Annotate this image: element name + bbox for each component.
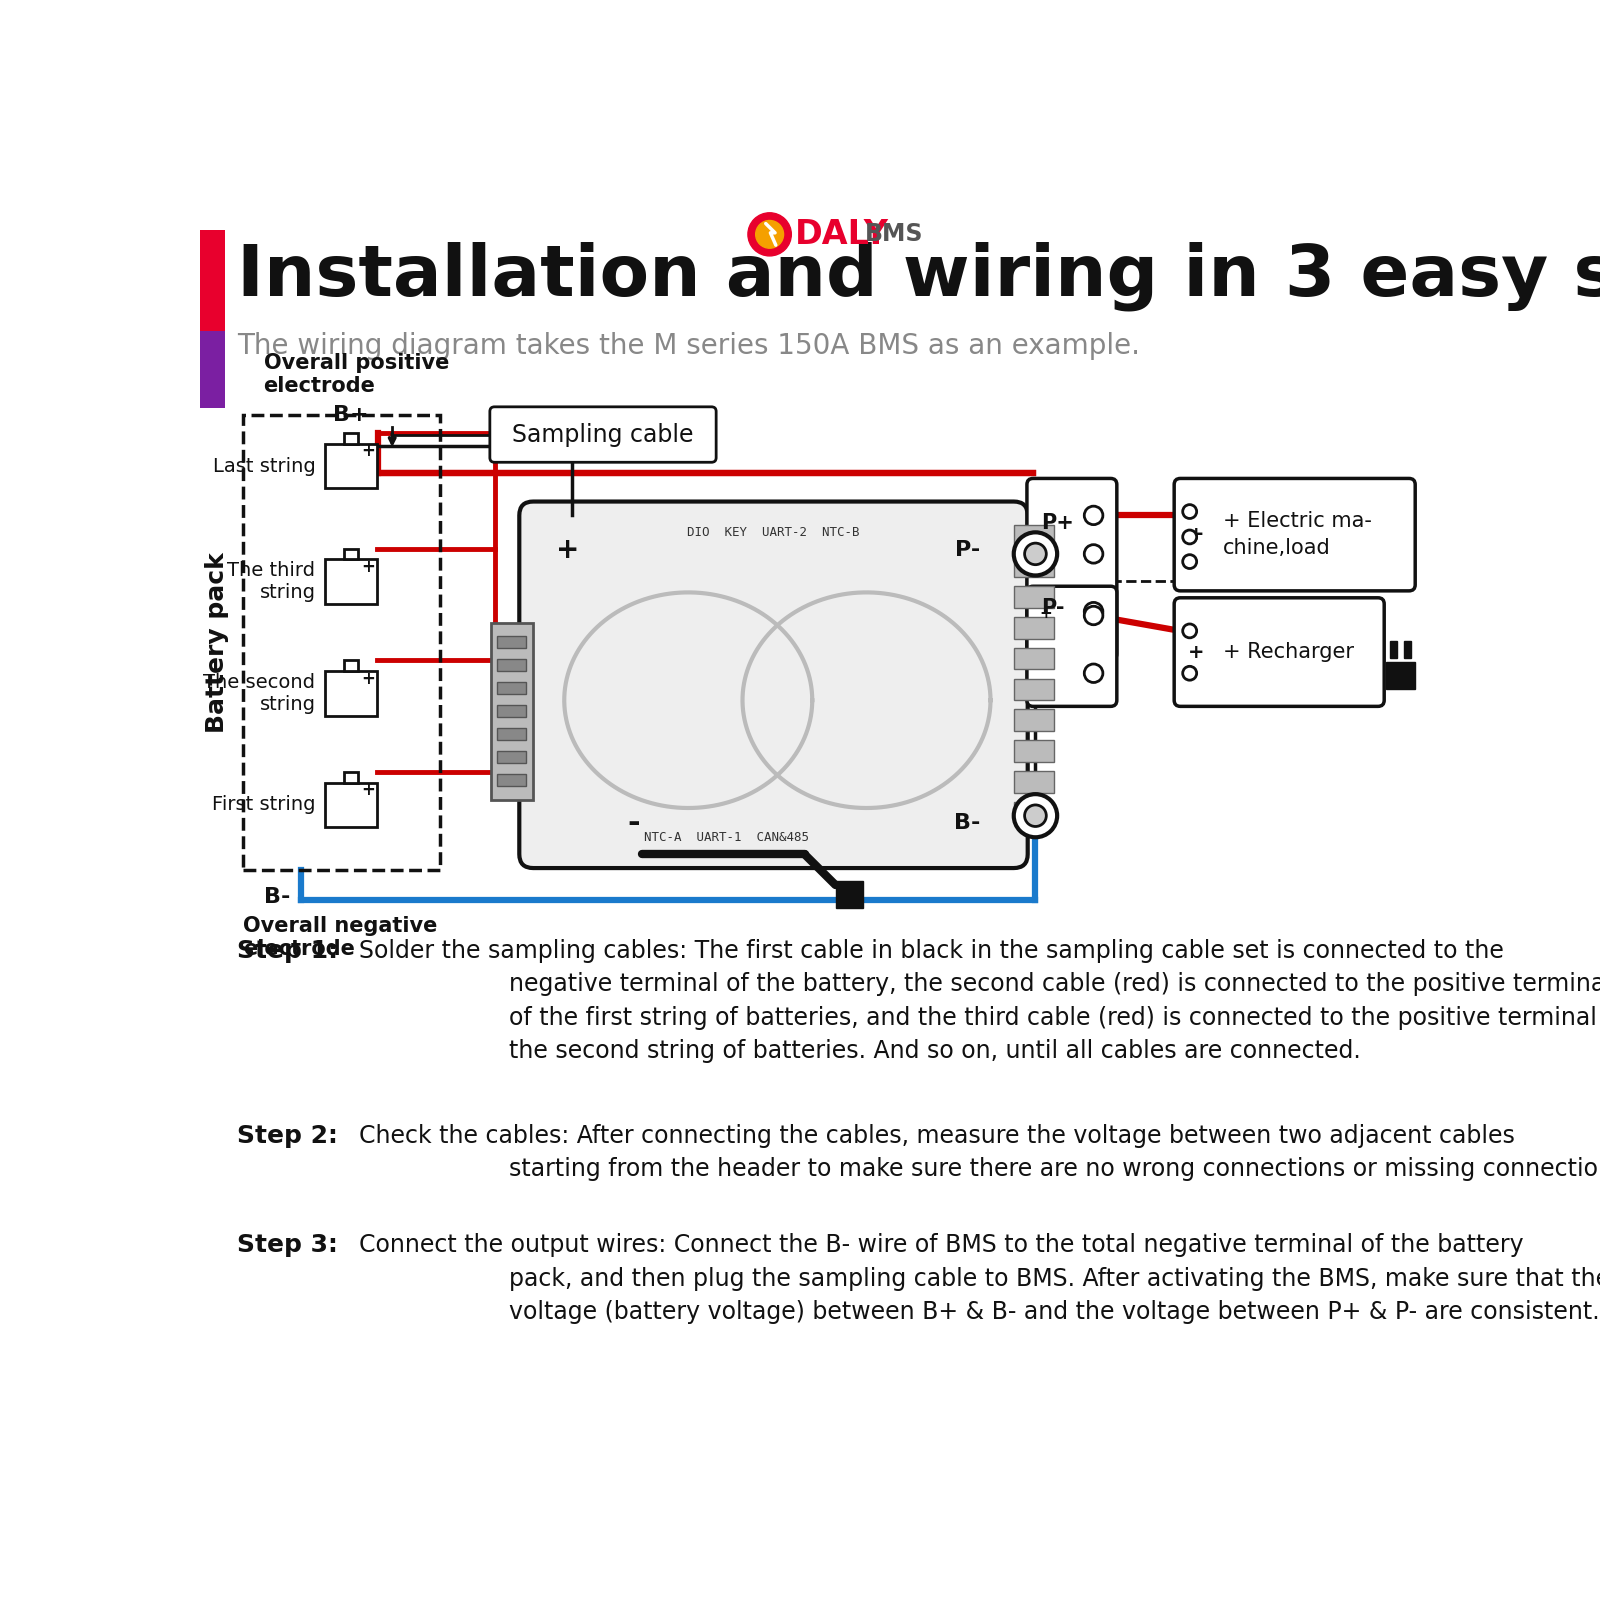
Text: Step 2:: Step 2: xyxy=(237,1123,338,1147)
Bar xyxy=(344,549,358,560)
Bar xyxy=(1014,741,1054,762)
Bar xyxy=(325,443,378,488)
Text: BMS: BMS xyxy=(866,222,923,246)
Text: Installation and wiring in 3 easy steps: Installation and wiring in 3 easy steps xyxy=(237,242,1600,312)
Bar xyxy=(1386,662,1416,688)
Bar xyxy=(200,331,224,408)
Circle shape xyxy=(1085,544,1102,563)
Text: Overall positive
electrode: Overall positive electrode xyxy=(264,354,450,397)
Circle shape xyxy=(1024,542,1046,565)
Bar xyxy=(498,706,526,717)
Text: + Recharger: + Recharger xyxy=(1222,642,1354,662)
Text: +: + xyxy=(1187,643,1205,661)
Bar xyxy=(243,416,440,870)
Bar xyxy=(1014,586,1054,608)
Text: -: - xyxy=(627,810,640,838)
Bar xyxy=(498,728,526,741)
Bar xyxy=(1014,618,1054,638)
Text: Step 1:: Step 1: xyxy=(237,939,338,963)
Text: +: + xyxy=(362,781,374,800)
Text: B-: B- xyxy=(264,886,290,907)
Text: +: + xyxy=(362,558,374,576)
Text: Step 3:: Step 3: xyxy=(237,1234,338,1258)
Bar xyxy=(498,750,526,763)
Text: B-: B- xyxy=(954,813,981,834)
Circle shape xyxy=(1182,666,1197,680)
Bar xyxy=(344,434,358,443)
Bar xyxy=(498,682,526,694)
Text: Battery pack: Battery pack xyxy=(205,552,229,733)
Text: DIO  KEY  UART-2  NTC-B: DIO KEY UART-2 NTC-B xyxy=(688,526,859,539)
FancyBboxPatch shape xyxy=(1174,598,1384,706)
Text: Overall negative
electrode: Overall negative electrode xyxy=(243,915,437,958)
Text: Solder the sampling cables: The first cable in black in the sampling cable set i: Solder the sampling cables: The first ca… xyxy=(358,939,1600,1064)
Bar xyxy=(498,774,526,787)
Bar xyxy=(1014,648,1054,669)
Bar xyxy=(200,230,224,331)
Text: The third
string: The third string xyxy=(227,562,315,602)
Bar xyxy=(835,882,862,909)
Bar xyxy=(1014,802,1054,824)
Bar xyxy=(498,635,526,648)
Circle shape xyxy=(1014,533,1058,576)
Bar xyxy=(325,782,378,827)
Text: First string: First string xyxy=(211,795,315,814)
Text: Sampling cable: Sampling cable xyxy=(512,422,694,446)
Circle shape xyxy=(1182,624,1197,638)
Circle shape xyxy=(1085,606,1102,624)
Text: P-: P- xyxy=(955,541,979,560)
Text: +: + xyxy=(362,670,374,688)
Circle shape xyxy=(1085,506,1102,525)
FancyBboxPatch shape xyxy=(1174,478,1416,590)
Circle shape xyxy=(1085,603,1102,621)
Circle shape xyxy=(1182,504,1197,518)
Bar xyxy=(325,560,378,603)
Text: NTC-A  UART-1  CAN&485: NTC-A UART-1 CAN&485 xyxy=(645,830,810,843)
Text: Connect the output wires: Connect the B- wire of BMS to the total negative termi: Connect the output wires: Connect the B-… xyxy=(358,1234,1600,1325)
FancyBboxPatch shape xyxy=(520,501,1027,869)
Text: DALY: DALY xyxy=(795,218,890,251)
Bar xyxy=(1390,642,1397,658)
Bar xyxy=(1014,525,1054,546)
FancyBboxPatch shape xyxy=(490,406,717,462)
Bar xyxy=(344,661,358,670)
Circle shape xyxy=(1182,530,1197,544)
Text: P-: P- xyxy=(1042,598,1064,618)
Text: The second
string: The second string xyxy=(203,672,315,714)
Bar xyxy=(498,659,526,670)
Text: +: + xyxy=(557,536,579,565)
FancyBboxPatch shape xyxy=(1027,478,1117,661)
Bar xyxy=(491,622,533,800)
Text: Last string: Last string xyxy=(213,456,315,475)
Bar xyxy=(325,670,378,715)
Circle shape xyxy=(747,213,792,256)
Text: +: + xyxy=(362,443,374,461)
Bar xyxy=(1014,555,1054,578)
Circle shape xyxy=(1085,664,1102,683)
Bar xyxy=(1014,678,1054,701)
FancyBboxPatch shape xyxy=(1027,586,1117,706)
Text: B+: B+ xyxy=(333,405,370,426)
Bar xyxy=(1014,771,1054,792)
Circle shape xyxy=(1014,794,1058,837)
Circle shape xyxy=(1182,555,1197,568)
Text: Check the cables: After connecting the cables, measure the voltage between two a: Check the cables: After connecting the c… xyxy=(358,1123,1600,1181)
Bar xyxy=(1014,709,1054,731)
Text: P+: P+ xyxy=(1042,514,1074,533)
Bar xyxy=(1403,642,1411,658)
Text: +: + xyxy=(1040,606,1053,621)
Text: +: + xyxy=(1187,525,1205,544)
Circle shape xyxy=(755,221,784,248)
Text: The wiring diagram takes the M series 150A BMS as an example.: The wiring diagram takes the M series 15… xyxy=(237,333,1141,360)
Text: + Electric ma-
chine,load: + Electric ma- chine,load xyxy=(1222,512,1371,558)
Circle shape xyxy=(1024,805,1046,827)
Bar xyxy=(344,771,358,782)
